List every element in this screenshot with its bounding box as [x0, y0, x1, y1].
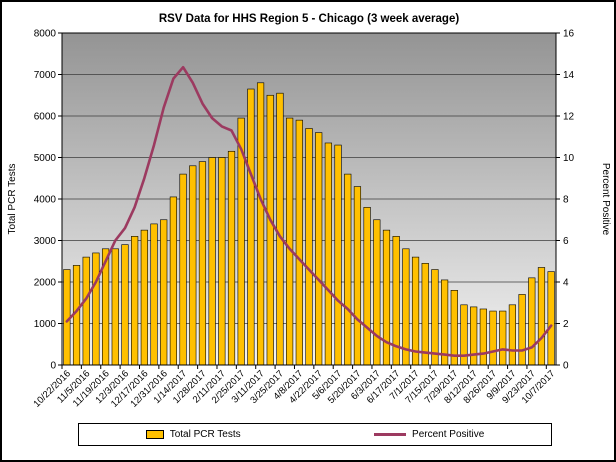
- pcr-tests-bar: [150, 223, 158, 366]
- right-axis-tick-label: 10: [563, 153, 575, 164]
- pcr-tests-bar: [499, 310, 507, 366]
- pcr-tests-bar: [528, 277, 536, 366]
- right-axis-tick-label: 14: [563, 70, 575, 81]
- right-axis-tick-label: 8: [563, 195, 569, 206]
- bar-swatch-icon: [145, 430, 164, 439]
- pcr-tests-bar: [131, 236, 139, 366]
- pcr-tests-bar: [450, 289, 458, 366]
- pcr-tests-bar: [189, 165, 197, 366]
- pcr-tests-bar: [344, 173, 352, 366]
- left-axis-tick-label: 6000: [34, 112, 57, 123]
- pcr-tests-bar: [324, 142, 332, 366]
- legend-label-total-pcr-tests: Total PCR Tests: [169, 429, 241, 440]
- pcr-tests-bar: [479, 308, 487, 366]
- plot-border: [61, 32, 557, 366]
- right-axis-tick-label: 6: [563, 236, 569, 247]
- pcr-tests-bar: [218, 157, 226, 366]
- pcr-tests-bar: [198, 161, 207, 366]
- left-axis-tick-label: 8000: [34, 29, 57, 40]
- right-axis-tick-label: 16: [563, 29, 575, 40]
- left-axis-tick-label: 7000: [34, 70, 57, 81]
- pcr-tests-bar: [140, 229, 148, 366]
- pcr-tests-bar: [160, 219, 168, 366]
- pcr-tests-bar: [363, 207, 371, 366]
- pcr-tests-bar: [276, 92, 284, 366]
- left-axis-tick-label: 2000: [34, 278, 57, 289]
- pcr-tests-bar: [227, 150, 236, 366]
- right-axis-tick-label: 4: [563, 278, 569, 289]
- left-axis-title: Total PCR Tests: [7, 164, 18, 235]
- left-axis-tick-label: 3000: [34, 236, 57, 247]
- right-axis-tick-label: 2: [563, 319, 569, 330]
- pcr-tests-bar: [489, 310, 497, 366]
- pcr-tests-bar: [353, 186, 362, 366]
- pcr-tests-bar: [82, 256, 90, 366]
- pcr-tests-bar: [256, 82, 265, 366]
- pcr-tests-bar: [305, 128, 313, 366]
- pcr-tests-bar: [179, 173, 187, 366]
- pcr-tests-bar: [315, 132, 323, 366]
- left-axis-tick-label: 5000: [34, 153, 57, 164]
- pcr-tests-bar: [111, 248, 119, 366]
- pcr-tests-bar: [334, 144, 342, 366]
- pcr-tests-bar: [247, 88, 255, 366]
- pcr-tests-bar: [208, 157, 216, 366]
- chart-title: RSV Data for HHS Region 5 - Chicago (3 w…: [159, 13, 460, 25]
- pcr-tests-bar: [295, 119, 303, 366]
- legend-item-percent-positive: Percent Positive: [374, 429, 484, 440]
- line-swatch-icon: [374, 433, 407, 436]
- pcr-tests-bar: [431, 269, 439, 366]
- pcr-tests-bar: [537, 267, 546, 366]
- right-axis-tick-label: 0: [563, 361, 569, 372]
- pcr-tests-bar: [373, 219, 381, 366]
- pcr-tests-bar: [470, 306, 478, 366]
- pcr-tests-bar: [441, 279, 449, 366]
- pcr-tests-bar: [169, 196, 177, 366]
- legend-item-total-pcr-tests: Total PCR Tests: [145, 429, 241, 440]
- legend: Total PCR Tests Percent Positive: [78, 423, 552, 446]
- pcr-tests-bar: [411, 256, 420, 366]
- pcr-tests-bar: [121, 244, 129, 366]
- pcr-tests-bar: [266, 94, 274, 366]
- plot-layer: 0 1000 2000 3000 4000 5000 6000 7000 8000 0 2 4 6 8 10…: [32, 29, 575, 410]
- pcr-tests-bar: [286, 117, 294, 366]
- right-axis-title: Percent Positive: [600, 163, 611, 236]
- pcr-tests-bar: [421, 263, 429, 366]
- legend-label-percent-positive: Percent Positive: [412, 429, 485, 440]
- right-axis-tick-label: 12: [563, 112, 575, 123]
- left-axis-tick-label: 4000: [34, 195, 57, 206]
- pcr-tests-bar: [92, 252, 100, 366]
- pcr-tests-bar: [518, 294, 526, 366]
- pcr-tests-bar: [508, 304, 517, 366]
- left-axis-tick-label: 0: [50, 361, 56, 372]
- pcr-tests-bar: [547, 271, 555, 366]
- pcr-tests-bar: [382, 229, 391, 366]
- percent-positive-line: [65, 65, 553, 358]
- left-axis-tick-label: 1000: [34, 319, 57, 330]
